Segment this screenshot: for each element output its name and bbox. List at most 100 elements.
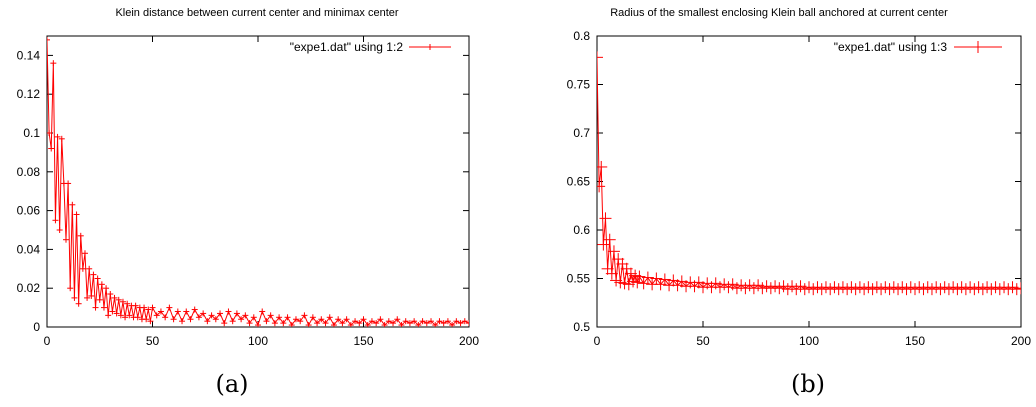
y-tick-label: 0.1 xyxy=(23,126,40,140)
y-tick-label: 0.8 xyxy=(573,29,590,43)
data-point xyxy=(111,294,118,301)
data-point xyxy=(326,314,333,321)
data-point xyxy=(398,322,405,327)
data-point xyxy=(117,312,124,319)
data-point xyxy=(113,310,120,317)
y-tick-label: 0.04 xyxy=(17,242,41,256)
data-point xyxy=(280,320,287,327)
data-point xyxy=(103,285,110,292)
data-point xyxy=(364,322,371,327)
x-tick-label: 100 xyxy=(248,334,268,348)
data-point xyxy=(65,180,72,187)
data-point xyxy=(145,306,152,313)
data-point xyxy=(347,322,354,327)
legend-label-a: "expe1.dat" using 1:2 xyxy=(290,40,404,54)
data-point xyxy=(360,316,367,323)
x-tick-label: 200 xyxy=(459,334,479,348)
data-point xyxy=(271,320,278,327)
data-point xyxy=(134,314,141,321)
data-point xyxy=(343,316,350,323)
data-point xyxy=(217,310,224,317)
data-point xyxy=(48,145,55,152)
data-point xyxy=(107,291,114,298)
y-tick-label: 0.5 xyxy=(573,320,590,334)
data-point xyxy=(143,316,150,323)
data-point xyxy=(381,322,388,327)
data-point xyxy=(124,300,131,307)
data-point xyxy=(314,320,321,327)
y-tick-label: 0.02 xyxy=(17,281,41,295)
data-point xyxy=(225,308,232,315)
y-tick-label: 0.14 xyxy=(17,48,41,62)
panel-b: Radius of the smallest enclosing Klein b… xyxy=(567,7,1032,398)
data-point xyxy=(449,322,456,327)
data-point xyxy=(52,217,59,224)
data-point xyxy=(132,302,139,309)
data-point xyxy=(305,322,312,327)
data-point xyxy=(204,318,211,325)
chart-title-a: Klein distance between current center an… xyxy=(115,7,398,19)
y-tick-label: 0.65 xyxy=(567,175,591,189)
data-point xyxy=(432,322,439,327)
data-point xyxy=(415,322,422,327)
data-point xyxy=(208,312,215,319)
data-point xyxy=(444,318,451,325)
data-point xyxy=(633,270,646,283)
chart-title-b: Radius of the smallest enclosing Klein b… xyxy=(610,7,948,19)
data-point xyxy=(200,310,207,317)
data-point xyxy=(301,312,308,319)
data-point xyxy=(153,312,160,319)
data-point xyxy=(453,318,460,325)
series-line xyxy=(47,39,469,327)
data-point xyxy=(56,227,63,233)
data-point xyxy=(402,318,409,325)
data-point xyxy=(75,300,82,307)
data-point xyxy=(288,322,295,327)
y-tick-label: 0.55 xyxy=(567,272,591,286)
data-point xyxy=(368,318,375,325)
data-point xyxy=(284,314,291,321)
data-point xyxy=(466,320,469,327)
data-point xyxy=(597,180,606,193)
data-point xyxy=(267,312,274,319)
data-point xyxy=(339,320,346,327)
data-point xyxy=(79,265,86,272)
x-tick-label: 150 xyxy=(353,334,373,348)
data-point xyxy=(109,308,116,315)
data-point xyxy=(73,211,80,218)
data-point xyxy=(187,316,194,323)
data-point xyxy=(88,292,95,299)
data-point xyxy=(58,135,65,142)
data-point xyxy=(599,212,612,225)
data-point xyxy=(229,318,236,325)
data-point xyxy=(179,318,186,325)
data-point xyxy=(631,276,644,289)
x-tick-label: 0 xyxy=(594,334,601,348)
data-point xyxy=(149,304,156,311)
data-point xyxy=(96,296,103,303)
data-point xyxy=(607,245,620,258)
x-tick-label: 100 xyxy=(799,334,819,348)
data-point xyxy=(141,304,148,311)
data-point xyxy=(457,320,464,327)
data-point xyxy=(94,275,101,282)
data-point xyxy=(377,316,384,323)
data-point xyxy=(126,312,133,319)
y-tick-label: 0.7 xyxy=(573,126,590,140)
data-point xyxy=(157,308,164,315)
data-point xyxy=(394,316,401,323)
caption-b: (b) xyxy=(791,370,825,398)
data-point xyxy=(411,318,418,325)
y-tick-label: 0.75 xyxy=(567,78,591,92)
data-point xyxy=(170,316,177,323)
series-group-a xyxy=(47,36,469,327)
data-point xyxy=(318,316,325,323)
data-point xyxy=(423,320,430,327)
data-point xyxy=(352,318,359,325)
data-point xyxy=(174,308,181,315)
data-point xyxy=(292,316,299,323)
data-point xyxy=(390,320,397,327)
y-axis-a: 0 0.02 0.04 0.06 0.08 0.1 0.12 0.14 xyxy=(17,48,469,334)
data-point xyxy=(77,232,84,239)
